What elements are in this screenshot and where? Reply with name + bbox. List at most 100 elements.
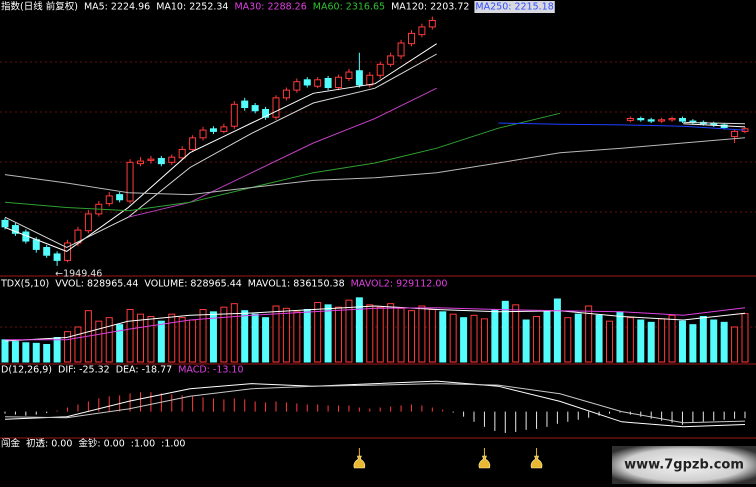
volume-bar (74, 326, 82, 363)
candle-body (64, 242, 72, 261)
volume-bar (585, 305, 593, 363)
volume-bar (512, 304, 520, 363)
volume-bar (147, 316, 155, 363)
volume-bar (178, 317, 186, 363)
volume-bar (22, 342, 30, 363)
plot-layer: ←1949.46 指数(日线 前复权) MA5: 2224.96 MA10: 2252… (0, 1, 749, 469)
panel-header: VOLUME: 828965.44 (144, 279, 241, 290)
volume-bar (241, 310, 249, 363)
volume-bar (272, 305, 280, 363)
volume-bar (366, 304, 374, 363)
panel-header: MA60: 2316.65 (313, 2, 385, 13)
candle-body (136, 160, 144, 165)
volume-bar (449, 313, 457, 363)
volume-bar (209, 311, 217, 363)
volume-bar (230, 303, 238, 363)
candle-body (168, 156, 176, 163)
volume-bar (43, 344, 51, 363)
candle-body (387, 55, 395, 65)
volume-bar (574, 313, 582, 363)
volume-bar (64, 331, 72, 363)
volume-bar (168, 313, 176, 363)
panel-header: MAVOL1: 836150.38 (248, 279, 345, 290)
indicator-line (4, 53, 746, 249)
volume-bar (95, 320, 103, 363)
panel-header: 指数(日线 前复权) (1, 1, 78, 13)
volume-bar (355, 297, 363, 363)
panel-header: MA10: 2252.34 (156, 2, 228, 13)
indicator-line (5, 307, 746, 341)
panel-header: MAVOL2: 929112.00 (351, 279, 448, 290)
panel-header: TDX(5,10) (0, 279, 49, 290)
candle-body (84, 213, 92, 232)
volume-bar (480, 318, 488, 363)
signal-icon (530, 448, 543, 469)
volume-bar (418, 305, 426, 363)
volume-bar (376, 306, 384, 363)
signal-icon (478, 448, 491, 469)
panel-header: MACD: -13.10 (178, 365, 243, 376)
candle-body (355, 70, 363, 86)
volume-bar (491, 309, 499, 363)
volume-bar (626, 317, 634, 363)
volume-bar (678, 320, 686, 363)
volume-bar (116, 324, 124, 363)
indicator-line (4, 137, 746, 196)
candle-body (199, 129, 207, 139)
volume-bar (731, 326, 739, 363)
volume-bar (606, 320, 614, 363)
panel-header: MA120: 2203.72 (391, 2, 469, 13)
volume-bar (439, 311, 447, 363)
volume-bar (689, 324, 697, 363)
volume-bar (543, 310, 551, 363)
volume-bar (564, 317, 572, 363)
volume-bar (220, 306, 228, 363)
signal-icon (353, 448, 366, 469)
indicator-line (4, 112, 561, 212)
volume-bar (262, 317, 270, 363)
candle-body (209, 128, 217, 132)
candle-body (418, 26, 426, 36)
candle-body (157, 157, 165, 165)
candle-body (230, 103, 238, 127)
candle-body (189, 137, 197, 150)
volume-bar (710, 319, 718, 363)
indicator-line (4, 383, 746, 424)
signal-bag (353, 455, 366, 469)
volume-bar (533, 316, 541, 363)
panel-header: 初透: 0.00 (26, 438, 72, 450)
watermark: www.7gpzb.com (624, 458, 744, 473)
candle-body (241, 100, 249, 109)
volume-bar (199, 309, 207, 363)
volume-bar (428, 309, 436, 363)
candle-body (251, 105, 259, 112)
volume-bar (324, 304, 332, 363)
panel-header: VVOL: 828965.44 (55, 279, 138, 290)
candle-body (678, 117, 686, 122)
volume-bar (741, 313, 749, 363)
volume-bar (668, 314, 676, 363)
candle-body (32, 239, 40, 250)
candle-body (43, 246, 51, 256)
volume-bar (460, 317, 468, 363)
candle-body (220, 126, 228, 132)
volume-bar (136, 313, 144, 363)
candle-body (262, 108, 270, 118)
candle-body (366, 74, 374, 86)
panel-header: MA5: 2224.96 (84, 2, 150, 13)
candle-body (731, 130, 739, 138)
candle-body (178, 148, 186, 159)
candle-body (407, 32, 415, 45)
candle-body (11, 225, 19, 234)
volume-bar (189, 319, 197, 363)
panel-header: :1.00 (131, 439, 155, 450)
volume-bar (282, 307, 290, 363)
volume-bar (658, 318, 666, 363)
candle-body (397, 42, 405, 57)
volume-bar (53, 337, 61, 363)
volume-bar (595, 314, 603, 363)
indicator-line (498, 122, 746, 131)
candle-body (668, 117, 676, 121)
volume-bar (251, 313, 259, 363)
